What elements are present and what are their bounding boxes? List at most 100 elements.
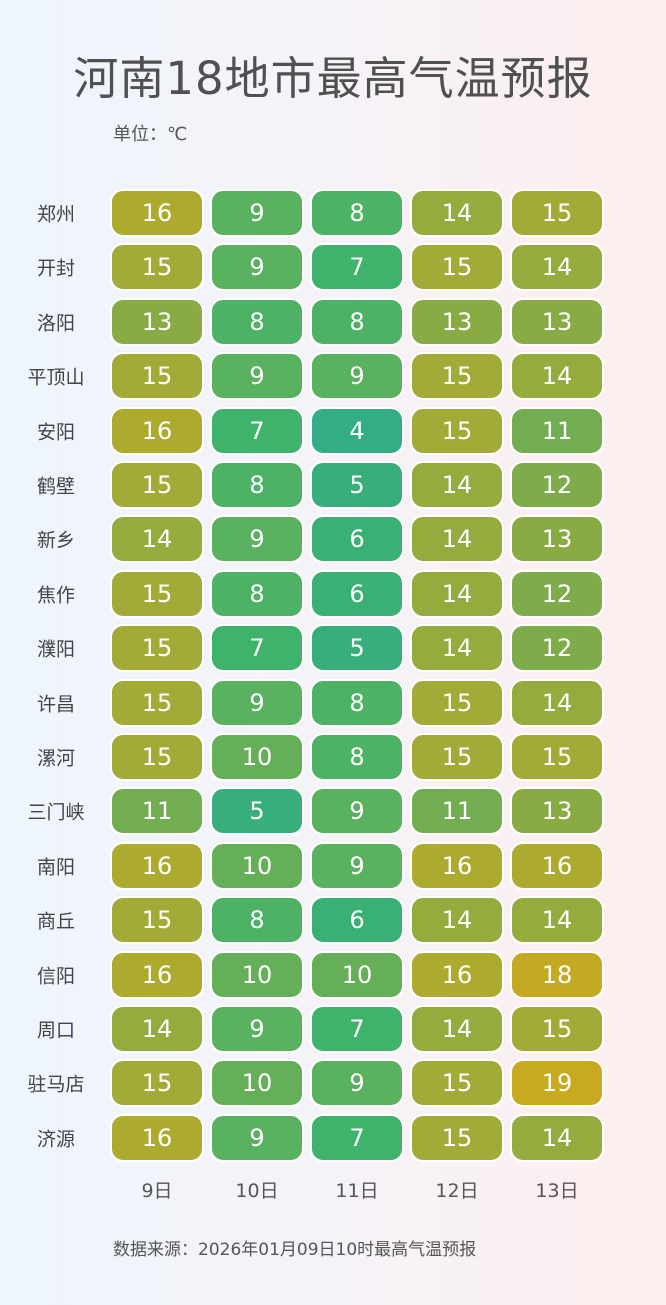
heatmap-cell: 8	[310, 189, 404, 237]
row-label: 郑州	[36, 203, 75, 226]
heatmap-cell: 16	[110, 406, 204, 455]
heatmap-cell: 8	[210, 461, 304, 509]
heatmap-cell: 16	[110, 841, 204, 890]
heatmap-cell: 9	[210, 515, 304, 564]
heatmap-cell: 15	[110, 352, 204, 401]
heatmap-cell: 14	[510, 243, 604, 292]
heatmap-cell: 8	[210, 297, 304, 346]
heatmap-cell: 18	[510, 950, 604, 999]
heatmap-cell: 10	[210, 733, 304, 781]
heatmap-cell: 9	[310, 1059, 404, 1108]
heatmap-cell: 14	[410, 515, 504, 564]
heatmap-cell: 16	[110, 1113, 204, 1162]
heatmap-cell: 8	[310, 678, 404, 727]
heatmap-cell: 14	[510, 896, 604, 945]
heatmap-cell: 16	[410, 841, 504, 890]
heatmap-cell: 10	[210, 950, 304, 999]
heatmap-cell: 7	[310, 243, 404, 292]
heatmap-cell: 14	[110, 1005, 204, 1053]
column-label: 11日	[335, 1180, 379, 1202]
row-label: 南阳	[36, 856, 75, 879]
heatmap-cell: 7	[310, 1005, 404, 1053]
heatmap-cell: 16	[410, 950, 504, 999]
row-label: 濮阳	[36, 638, 75, 661]
heatmap-cell: 14	[110, 515, 204, 564]
heatmap-cell: 15	[110, 624, 204, 673]
data-source-note: 数据来源：2026年01月09日10时最高气温预报	[113, 1240, 477, 1260]
heatmap-cell: 15	[110, 896, 204, 945]
heatmap-cell: 15	[410, 352, 504, 401]
row-label: 焦作	[36, 584, 75, 607]
heatmap-cell: 10	[310, 950, 404, 999]
row-label: 开封	[36, 257, 75, 280]
heatmap-cell: 15	[410, 733, 504, 781]
heatmap-cell: 9	[210, 189, 304, 237]
row-label: 洛阳	[36, 312, 75, 335]
heatmap-cell: 10	[210, 841, 304, 890]
heatmap-cell: 6	[310, 515, 404, 564]
heatmap-cell: 14	[510, 678, 604, 727]
row-label: 济源	[36, 1128, 75, 1151]
column-label: 13日	[535, 1180, 579, 1202]
column-label: 10日	[235, 1180, 279, 1202]
heatmap-cell: 14	[410, 461, 504, 509]
row-label: 新乡	[36, 529, 75, 552]
heatmap-cell: 5	[210, 787, 304, 836]
heatmap-cell: 9	[210, 352, 304, 401]
heatmap-cell: 15	[510, 733, 604, 781]
heatmap-cell: 12	[510, 569, 604, 618]
heatmap-cell: 19	[510, 1059, 604, 1108]
heatmap-cell: 13	[110, 297, 204, 346]
row-label: 鹤壁	[36, 475, 75, 498]
heatmap-cell: 15	[510, 1005, 604, 1053]
heatmap-cell: 15	[410, 1059, 504, 1108]
row-label: 驻马店	[27, 1073, 85, 1096]
heatmap-cell: 9	[210, 1005, 304, 1053]
heatmap-cell: 14	[410, 189, 504, 237]
row-label: 周口	[36, 1019, 75, 1042]
heatmap-cell: 14	[410, 896, 504, 945]
heatmap-cell: 15	[110, 243, 204, 292]
heatmap-cell: 8	[210, 569, 304, 618]
heatmap-cell: 7	[210, 624, 304, 673]
heatmap-cell: 16	[510, 841, 604, 890]
heatmap-cell: 13	[410, 297, 504, 346]
heatmap-cell: 14	[510, 1113, 604, 1162]
heatmap-cell: 13	[510, 787, 604, 836]
heatmap-cell: 15	[410, 678, 504, 727]
heatmap-cell: 8	[310, 733, 404, 781]
heatmap-cell: 14	[410, 624, 504, 673]
heatmap-cell: 11	[110, 787, 204, 836]
row-label: 三门峡	[27, 801, 85, 824]
row-label: 安阳	[36, 421, 75, 444]
heatmap-cell: 16	[110, 950, 204, 999]
heatmap-cell: 9	[310, 841, 404, 890]
heatmap-cell: 12	[510, 624, 604, 673]
heatmap-cell: 15	[110, 1059, 204, 1108]
heatmap-cell: 8	[210, 896, 304, 945]
column-label: 9日	[141, 1180, 173, 1202]
heatmap-cell: 15	[110, 569, 204, 618]
heatmap-cell: 13	[510, 515, 604, 564]
heatmap-cell: 15	[410, 406, 504, 455]
heatmap-cell: 15	[110, 733, 204, 781]
heatmap-cell: 9	[210, 243, 304, 292]
row-label: 平顶山	[27, 366, 85, 389]
heatmap-cell: 7	[310, 1113, 404, 1162]
heatmap-cell: 8	[310, 297, 404, 346]
heatmap-cell: 13	[510, 297, 604, 346]
heatmap-cell: 12	[510, 461, 604, 509]
heatmap-cell: 15	[110, 461, 204, 509]
chart-title: 河南18地市最高气温预报	[73, 52, 593, 105]
heatmap-cell: 7	[210, 406, 304, 455]
row-label: 许昌	[36, 693, 75, 716]
heatmap-cell: 6	[310, 569, 404, 618]
row-label: 信阳	[36, 965, 75, 988]
heatmap-cell: 14	[510, 352, 604, 401]
heatmap-cell: 6	[310, 896, 404, 945]
heatmap-cell: 11	[510, 406, 604, 455]
row-label: 漯河	[36, 747, 75, 770]
column-label: 12日	[435, 1180, 479, 1202]
heatmap-cell: 15	[410, 1113, 504, 1162]
